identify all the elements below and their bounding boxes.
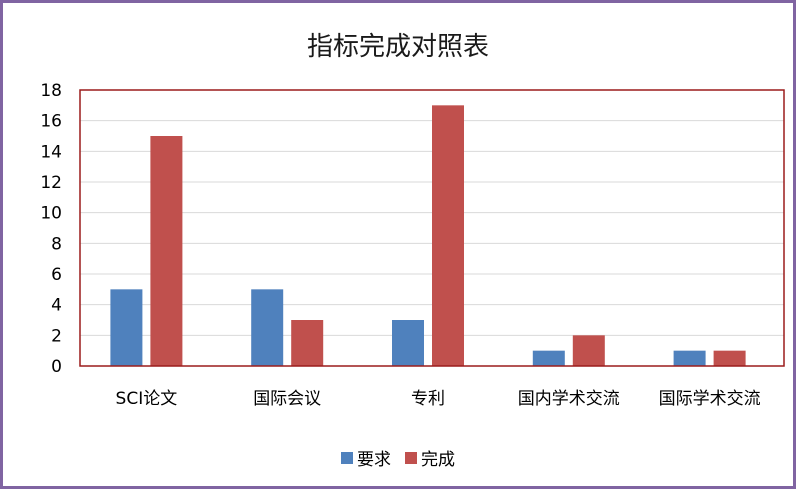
x-category-label: 国际学术交流 [659, 389, 761, 409]
bar-completed-1 [291, 320, 324, 366]
y-tick-label: 0 [51, 357, 62, 377]
y-tick-label: 6 [51, 265, 62, 285]
y-tick-label: 2 [51, 326, 62, 346]
bar-required-4 [673, 350, 706, 366]
bar-completed-4 [713, 350, 746, 366]
bar-completed-2 [432, 105, 464, 366]
y-axis-ticks: 0 2 4 6 8 10 12 14 16 18 [40, 81, 62, 377]
legend-swatch-required [341, 451, 353, 464]
legend-label-completed: 完成 [421, 450, 455, 470]
x-category-label: 国内学术交流 [518, 389, 620, 409]
y-tick-label: 16 [40, 112, 62, 132]
legend-label-required: 要求 [357, 450, 391, 470]
bar-required-0 [110, 289, 143, 366]
y-tick-label: 14 [40, 142, 62, 162]
y-tick-label: 4 [51, 296, 62, 316]
x-category-label: SCI论文 [116, 389, 178, 409]
plot-area-border [79, 89, 785, 367]
legend-item-completed: 完成 [405, 445, 455, 470]
bar-required-3 [532, 350, 565, 366]
y-tick-label: 8 [51, 234, 62, 254]
bar-completed-3 [572, 335, 605, 366]
bar-completed-0 [150, 136, 183, 366]
legend-swatch-completed [405, 451, 417, 464]
legend-item-required: 要求 [341, 445, 391, 470]
y-tick-label: 12 [40, 173, 62, 193]
chart-title: 指标完成对照表 [306, 32, 489, 62]
bar-required-1 [251, 289, 284, 366]
x-category-label: 专利 [411, 389, 445, 409]
x-category-label: 国际会议 [253, 389, 321, 409]
bars [110, 105, 746, 366]
bar-required-2 [392, 320, 424, 366]
legend: 要求 完成 [0, 445, 796, 470]
y-tick-label: 10 [40, 204, 62, 224]
y-tick-label: 18 [40, 81, 62, 101]
x-axis-categories: SCI论文 国际会议 专利 国内学术交流 国际学术交流 [116, 389, 761, 409]
